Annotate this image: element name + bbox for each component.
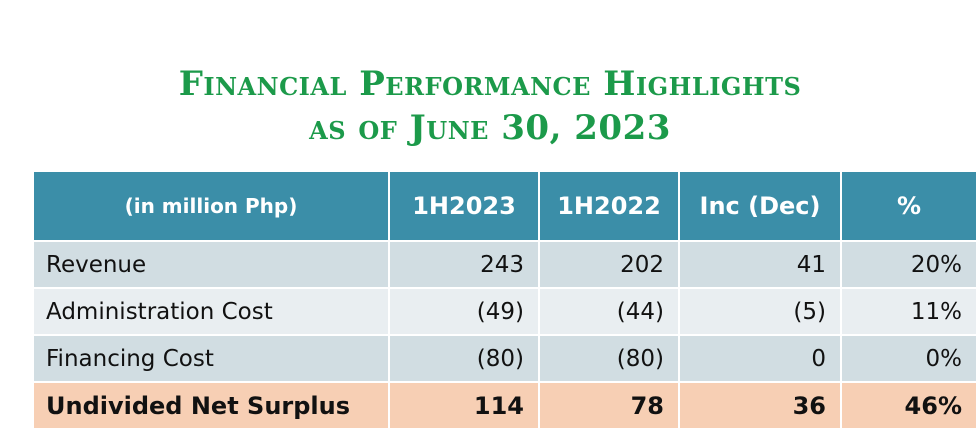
header-1h2023: 1H2023 [388, 170, 540, 242]
cell-1h2022: 202 [538, 240, 680, 289]
title-line-2: as of June 30, 2023 [309, 108, 671, 148]
row-label: Administration Cost [32, 287, 390, 336]
cell-1h2023: 243 [388, 240, 540, 289]
cell-1h2023: 114 [388, 381, 540, 430]
table-row-financing-cost: Financing Cost (80) (80) 0 0% [32, 334, 978, 383]
table-row-administration-cost: Administration Cost (49) (44) (5) 11% [32, 287, 978, 336]
cell-inc-dec: 41 [678, 240, 842, 289]
cell-percent: 46% [840, 381, 978, 430]
financial-table: (in million Php) 1H2023 1H2022 Inc (Dec)… [32, 170, 978, 430]
header-percent: % [840, 170, 978, 242]
cell-inc-dec: (5) [678, 287, 842, 336]
table-row-undivided-net-surplus: Undivided Net Surplus 114 78 36 46% [32, 381, 978, 430]
cell-1h2022: 78 [538, 381, 680, 430]
page-title: Financial Performance Highlights as of J… [0, 62, 980, 150]
cell-1h2022: (44) [538, 287, 680, 336]
cell-1h2023: (80) [388, 334, 540, 383]
header-unit: (in million Php) [32, 170, 390, 242]
cell-inc-dec: 36 [678, 381, 842, 430]
cell-percent: 0% [840, 334, 978, 383]
header-1h2022: 1H2022 [538, 170, 680, 242]
table-header-row: (in million Php) 1H2023 1H2022 Inc (Dec)… [32, 170, 978, 242]
title-line-1: Financial Performance Highlights [178, 64, 802, 104]
row-label: Revenue [32, 240, 390, 289]
header-inc-dec: Inc (Dec) [678, 170, 842, 242]
cell-percent: 20% [840, 240, 978, 289]
row-label: Undivided Net Surplus [32, 381, 390, 430]
row-label: Financing Cost [32, 334, 390, 383]
cell-1h2022: (80) [538, 334, 680, 383]
cell-inc-dec: 0 [678, 334, 842, 383]
cell-percent: 11% [840, 287, 978, 336]
table-row-revenue: Revenue 243 202 41 20% [32, 240, 978, 289]
cell-1h2023: (49) [388, 287, 540, 336]
